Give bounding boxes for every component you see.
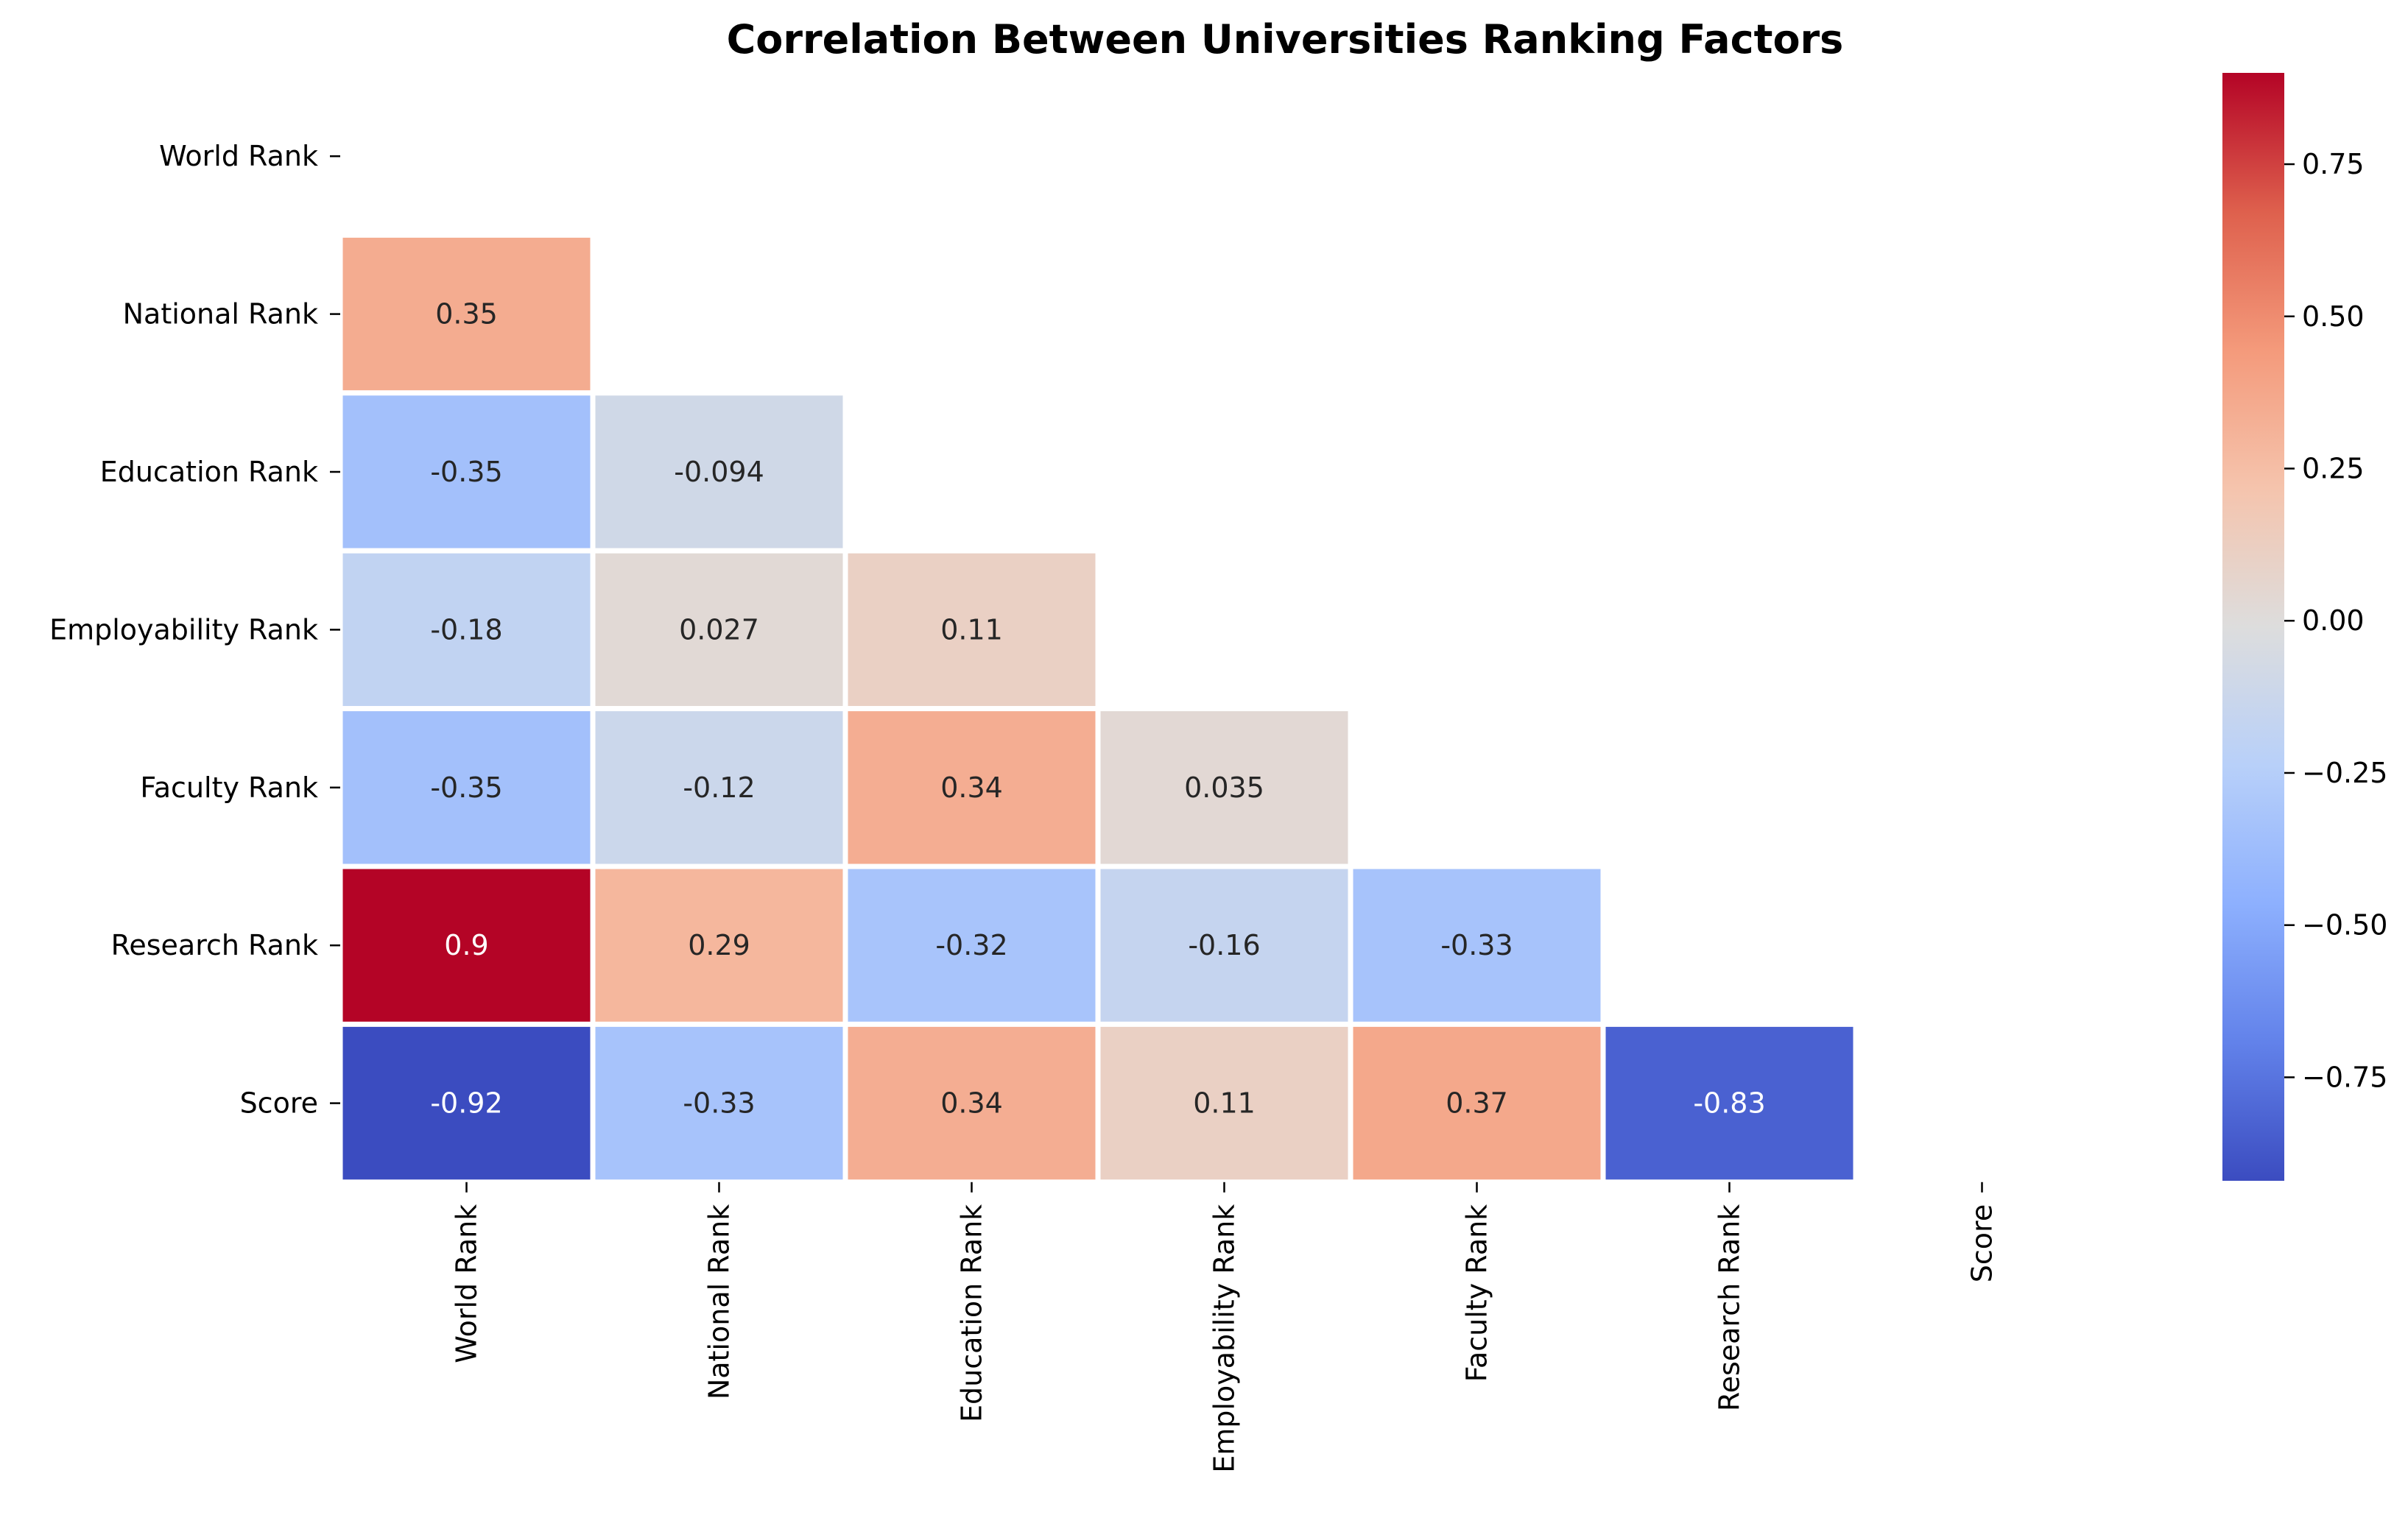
cell-value-label: 0.34	[940, 771, 1003, 804]
cell-value-label: -0.12	[683, 771, 755, 804]
colorbar-tick-label: −0.25	[2302, 757, 2387, 789]
colorbar-tick-label: 0.75	[2302, 148, 2365, 180]
x-tick-label-world-rank: World Rank	[451, 1204, 483, 1363]
y-tick-label-employability-rank: Employability Rank	[49, 613, 318, 646]
colorbar: 0.75 0.50 0.25 0.00 −0.25 −0.50 −0.75	[2222, 73, 2387, 1181]
cell-value-label: 0.37	[1446, 1087, 1508, 1120]
x-tick-label-national-rank: National Rank	[703, 1204, 736, 1399]
cell-value-label: 0.34	[940, 1087, 1003, 1120]
x-tick-label-research-rank: Research Rank	[1714, 1204, 1746, 1411]
y-tick-label-national-rank: National Rank	[123, 298, 318, 331]
x-tick-label-faculty-rank: Faculty Rank	[1461, 1204, 1493, 1382]
heatmap-cells: 0.35 -0.35 -0.094 -0.18 0.027 0.11 -0.35 -0.12 0…	[337, 232, 1859, 1185]
cell-value-label: 0.29	[688, 929, 750, 961]
y-tick-label-faculty-rank: Faculty Rank	[140, 771, 318, 804]
y-tick-label-world-rank: World Rank	[159, 140, 318, 172]
cell-value-label: 0.11	[1193, 1087, 1256, 1120]
colorbar-tick-label: −0.50	[2302, 909, 2387, 942]
chart-title: Correlation Between Universities Ranking…	[727, 16, 1844, 63]
y-tick-label-education-rank: Education Rank	[100, 456, 318, 488]
heatmap-cell-score-national-rank	[590, 1021, 848, 1185]
cell-value-label: -0.16	[1188, 929, 1260, 961]
colorbar-tick-label: −0.75	[2302, 1061, 2387, 1093]
cell-value-label: -0.18	[430, 613, 502, 646]
cell-value-label: 0.027	[679, 613, 759, 646]
heatmap-cell-faculty-rank-employability-rank	[1095, 706, 1353, 869]
heatmap-cell-employability-rank-education-rank	[842, 548, 1101, 712]
x-tick-label-education-rank: Education Rank	[956, 1204, 988, 1422]
y-tick-label-score: Score	[240, 1087, 318, 1120]
heatmap-cell-education-rank-world-rank	[337, 390, 596, 554]
cell-value-label: 0.035	[1184, 771, 1264, 804]
cell-value-label: -0.83	[1693, 1087, 1765, 1120]
colorbar-tick-label: 0.25	[2302, 453, 2365, 485]
colorbar-gradient	[2222, 73, 2284, 1181]
heatmap-cell-faculty-rank-national-rank	[590, 706, 848, 869]
heatmap-cell-research-rank-employability-rank	[1095, 864, 1353, 1027]
cell-value-label: -0.32	[935, 929, 1007, 961]
heatmap-cell-research-rank-national-rank	[590, 864, 848, 1027]
y-tick-labels: World Rank National Rank Education Rank Emp…	[49, 140, 340, 1120]
colorbar-tick-label: 0.00	[2302, 604, 2365, 637]
colorbar-tick-label: 0.50	[2302, 300, 2365, 333]
cell-value-label: -0.33	[1440, 929, 1513, 961]
heatmap-cell-score-education-rank	[842, 1021, 1101, 1185]
cell-value-label: 0.11	[940, 613, 1003, 646]
cell-value-label: -0.35	[430, 456, 502, 488]
cell-value-label: -0.92	[430, 1087, 502, 1120]
cell-value-label: 0.35	[435, 298, 498, 331]
x-tick-label-employability-rank: Employability Rank	[1208, 1204, 1241, 1473]
cell-value-label: -0.094	[674, 456, 764, 488]
x-tick-labels: World Rank National Rank Education Rank Emp…	[451, 1182, 1999, 1473]
heatmap-cell-score-research-rank	[1600, 1021, 1859, 1185]
heatmap-cell-score-faculty-rank	[1348, 1021, 1606, 1185]
cell-value-label: -0.33	[683, 1087, 755, 1120]
x-tick-label-score: Score	[1966, 1204, 1999, 1282]
cell-value-label: 0.9	[444, 929, 488, 961]
y-tick-label-research-rank: Research Rank	[111, 929, 318, 961]
heatmap-cell-score-employability-rank	[1095, 1021, 1353, 1185]
cell-value-label: -0.35	[430, 771, 502, 804]
